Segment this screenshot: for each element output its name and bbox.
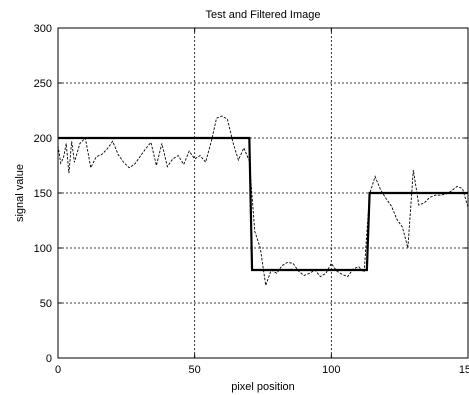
x-tick-label: 100 xyxy=(322,364,340,376)
series-line-solid xyxy=(58,136,468,272)
tick-labels: 0 50 100 150 0 50 100 150 200 250 300 xyxy=(34,23,469,376)
series-layer xyxy=(57,115,469,286)
y-tick-label: 50 xyxy=(40,298,52,310)
y-tick-label: 0 xyxy=(46,353,52,365)
x-tick-label: 50 xyxy=(189,364,201,376)
gridlines xyxy=(58,28,468,358)
x-tick-label: 0 xyxy=(55,364,61,376)
y-tick-label: 100 xyxy=(34,243,52,255)
series-line-dashed xyxy=(57,115,469,286)
ticks xyxy=(57,27,469,359)
x-axis-label: pixel position xyxy=(231,381,295,393)
y-tick-label: 150 xyxy=(34,188,52,200)
y-tick-label: 200 xyxy=(34,133,52,145)
y-tick-label: 250 xyxy=(34,78,52,90)
y-axis-label: signal value xyxy=(14,164,26,222)
x-tick-label: 150 xyxy=(459,364,469,376)
y-tick-label: 300 xyxy=(34,23,52,35)
chart-title: Test and Filtered Image xyxy=(206,9,321,21)
